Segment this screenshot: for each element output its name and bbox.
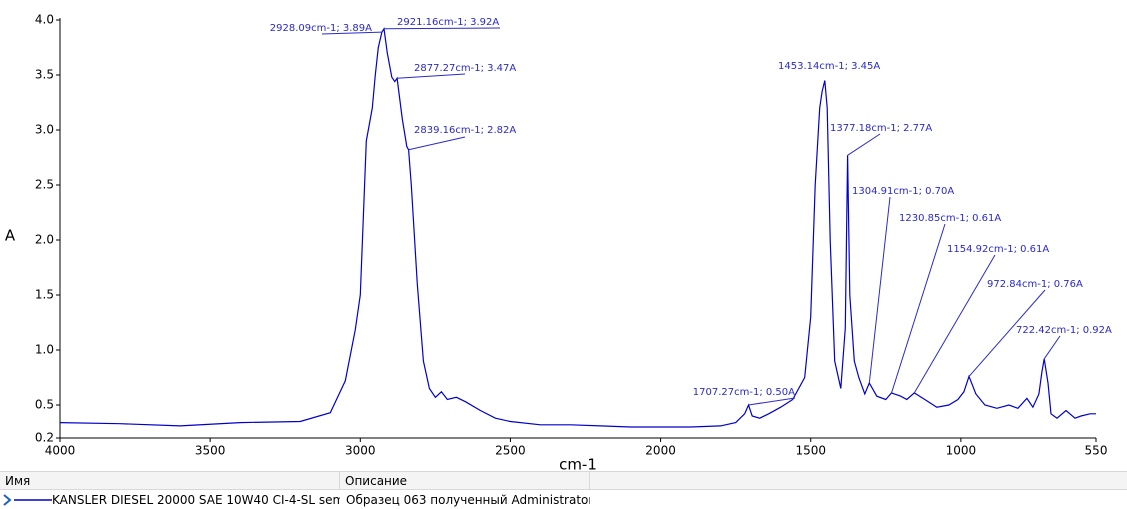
annotation-label: 2877.27cm-1; 3.47A <box>414 63 516 74</box>
annotation-leader <box>408 136 466 151</box>
annotation-label: 1230.85cm-1; 0.61A <box>899 213 1001 224</box>
annotation-leader <box>868 196 891 384</box>
y-tick-label: 3.5 <box>35 68 54 82</box>
annotation-label: 1154.92cm-1; 0.61A <box>947 244 1049 255</box>
annotation-label: 1707.27cm-1; 0.50A <box>693 387 795 398</box>
chart: cm-1 A 0.2 0.5 1.0 1.5 2.0 2.5 3.0 3.5 4.0 4000 35… <box>5 13 1112 471</box>
annotation-label: 2921.16cm-1; 3.92A <box>397 17 499 28</box>
annotation-label: 1377.18cm-1; 2.77A <box>830 123 932 134</box>
legend-table: Имя Описание KANSLER DIESEL 20000 SAE 10… <box>0 471 1127 509</box>
y-tick-label: 2.5 <box>35 178 54 192</box>
y-tick-label: 3.0 <box>35 123 54 137</box>
y-tick-label: 0.2 <box>35 431 54 445</box>
column-header[interactable]: Имя <box>0 471 340 490</box>
x-tick-label: 1000 <box>946 444 977 458</box>
y-axis-label: A <box>5 227 16 245</box>
annotation-leader <box>321 31 382 35</box>
annotation-label: 2839.16cm-1; 2.82A <box>414 125 516 136</box>
header-fill <box>590 471 1127 490</box>
column-header[interactable]: Описание <box>340 471 590 490</box>
annotation-leader <box>913 254 996 394</box>
annotation-label: 722.42cm-1; 0.92A <box>1016 325 1112 336</box>
y-tick-label: 1.5 <box>35 288 54 302</box>
annotation-label: 972.84cm-1; 0.76A <box>987 279 1083 290</box>
y-tick-label: 2.0 <box>35 233 54 247</box>
x-tick-label: 3500 <box>195 444 226 458</box>
spectrum-line <box>59 27 1096 428</box>
x-tick-label: 2000 <box>645 444 676 458</box>
x-tick-label: 550 <box>1085 444 1108 458</box>
annotation-label: 1453.14cm-1; 3.45A <box>778 61 880 72</box>
x-tick-label: 3000 <box>345 444 376 458</box>
x-tick-label: 1500 <box>795 444 826 458</box>
annotation-leader <box>968 289 1046 377</box>
x-tick-label: 2500 <box>495 444 526 458</box>
x-axis-label: cm-1 <box>559 456 597 471</box>
legend-label[interactable]: KANSLER DIESEL 20000 SAE 10W40 CI-4-SL s… <box>52 493 340 507</box>
annotation-label: 1304.91cm-1; 0.70A <box>852 186 954 197</box>
y-tick-label: 4.0 <box>35 13 54 27</box>
annotation-leader <box>748 397 796 406</box>
annotation-leader <box>397 73 466 79</box>
annotation-leader <box>383 27 501 30</box>
x-tick-label: 4000 <box>45 444 76 458</box>
annotation-leader <box>1043 335 1061 360</box>
row-arrow <box>3 494 12 506</box>
annotation-leader <box>891 223 946 394</box>
y-tick-label: 1.0 <box>35 343 54 357</box>
description[interactable]: Образец 063 полученный Administrator Д..… <box>346 493 590 507</box>
row-icon <box>3 494 52 506</box>
annotation-leader <box>847 133 881 156</box>
annotation-label: 2928.09cm-1; 3.89A <box>270 23 372 34</box>
y-tick-label: 0.5 <box>35 398 54 412</box>
